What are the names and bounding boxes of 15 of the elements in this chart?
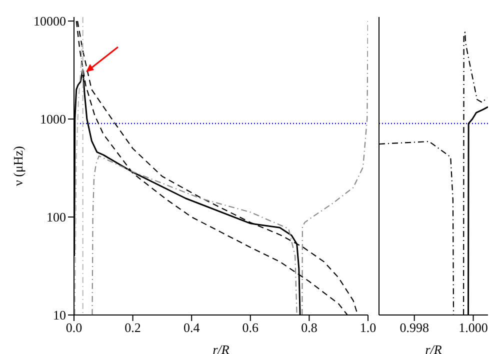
x-tick-label: 0.0 (66, 320, 82, 336)
x-tick-label: 1.000 (458, 320, 488, 336)
y-tick-label: 1000 (40, 112, 66, 127)
y-tick-label: 100 (46, 210, 66, 225)
y-axis-title: ν (μHz) (10, 146, 26, 186)
x-tick-label: 0.998 (400, 320, 429, 336)
x-tick-label: 1.0 (360, 320, 376, 336)
y-tick-label: 10 (53, 308, 66, 323)
x-tick-label: 0.6 (242, 320, 260, 336)
x-tick-label: 0.2 (124, 320, 141, 336)
y-tick-label: 10000 (34, 14, 66, 29)
x-tick-label: 0.8 (301, 320, 318, 336)
x-axis-title: r/R (212, 342, 230, 354)
x-axis-title: r/R (425, 342, 442, 354)
x-tick-label: 0.4 (183, 320, 200, 336)
